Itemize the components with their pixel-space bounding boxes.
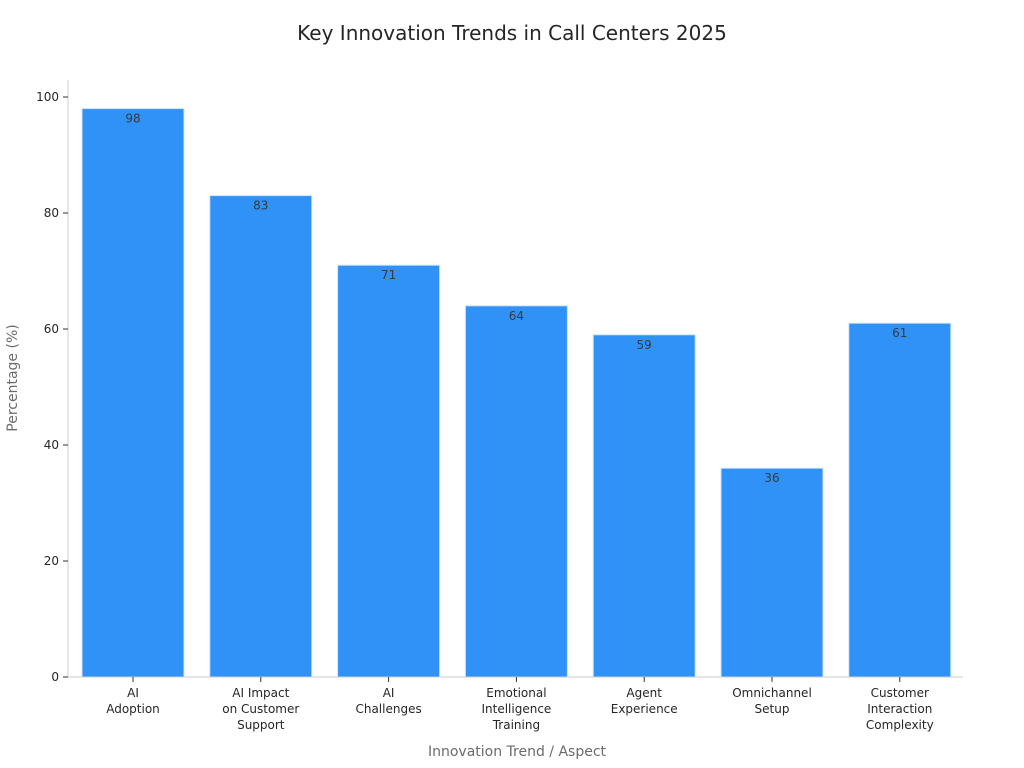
y-tick-label-3: 60 <box>44 322 59 336</box>
x-tick-label-line: Intelligence <box>481 702 551 716</box>
x-tick-label-line: Complexity <box>866 718 934 732</box>
x-tick-label-6: Customer Interaction Complexity <box>866 686 934 732</box>
x-tick-label-line: on Customer <box>222 702 299 716</box>
x-tick-label-line: Omnichannel <box>732 686 812 700</box>
x-tick-label-0: AI Adoption <box>106 686 160 716</box>
x-tick-label-line: Agent <box>626 686 662 700</box>
bar-1 <box>209 195 313 678</box>
x-tick-label-line: Emotional <box>486 686 546 700</box>
y-tick-label-5: 100 <box>36 90 59 104</box>
x-tick-label-line: Setup <box>755 702 790 716</box>
x-tick-label-line: AI Impact <box>232 686 289 700</box>
x-tick-label-4: Agent Experience <box>611 686 678 716</box>
data-labels-group: 98 83 71 64 59 36 61 <box>125 112 907 486</box>
data-label-0: 98 <box>125 112 140 126</box>
bar-6 <box>848 322 952 678</box>
data-label-2: 71 <box>381 268 396 282</box>
x-tick-label-1: AI Impact on Customer Support <box>222 686 299 732</box>
data-label-6: 61 <box>892 326 907 340</box>
y-tick-label-1: 20 <box>44 554 59 568</box>
x-tick-label-line: Customer <box>871 686 929 700</box>
bars-group <box>81 108 952 678</box>
y-ticks-group: 0 20 40 60 80 100 <box>36 90 68 684</box>
y-tick-label-4: 80 <box>44 206 59 220</box>
bar-2 <box>337 264 441 678</box>
y-tick-label-0: 0 <box>51 670 59 684</box>
data-label-1: 83 <box>253 199 268 213</box>
y-tick-label-2: 40 <box>44 438 59 452</box>
x-tick-label-line: Interaction <box>867 702 932 716</box>
x-tick-label-line: Experience <box>611 702 678 716</box>
x-tick-label-line: AI <box>127 686 139 700</box>
x-tick-label-5: Omnichannel Setup <box>732 686 812 716</box>
x-tick-label-3: Emotional Intelligence Training <box>481 686 551 732</box>
data-label-4: 59 <box>637 338 652 352</box>
x-tick-label-line: Support <box>237 718 285 732</box>
x-tick-label-line: Training <box>492 718 540 732</box>
chart-title: Key Innovation Trends in Call Centers 20… <box>297 21 727 45</box>
x-ticks-group: AI Adoption AI Impact on Customer Support AI C… <box>106 677 934 732</box>
bar-3 <box>464 305 568 678</box>
bar-4 <box>592 334 696 678</box>
x-tick-label-line: AI <box>383 686 395 700</box>
x-axis-label: Innovation Trend / Aspect <box>428 744 607 760</box>
data-label-5: 36 <box>764 471 779 485</box>
y-axis-label: Percentage (%) <box>5 324 21 431</box>
x-tick-label-line: Challenges <box>355 702 421 716</box>
bar-0 <box>81 108 185 678</box>
x-tick-label-line: Adoption <box>106 702 160 716</box>
data-label-3: 64 <box>509 309 524 323</box>
x-tick-label-2: AI Challenges <box>355 686 421 716</box>
bar-5 <box>720 467 824 678</box>
